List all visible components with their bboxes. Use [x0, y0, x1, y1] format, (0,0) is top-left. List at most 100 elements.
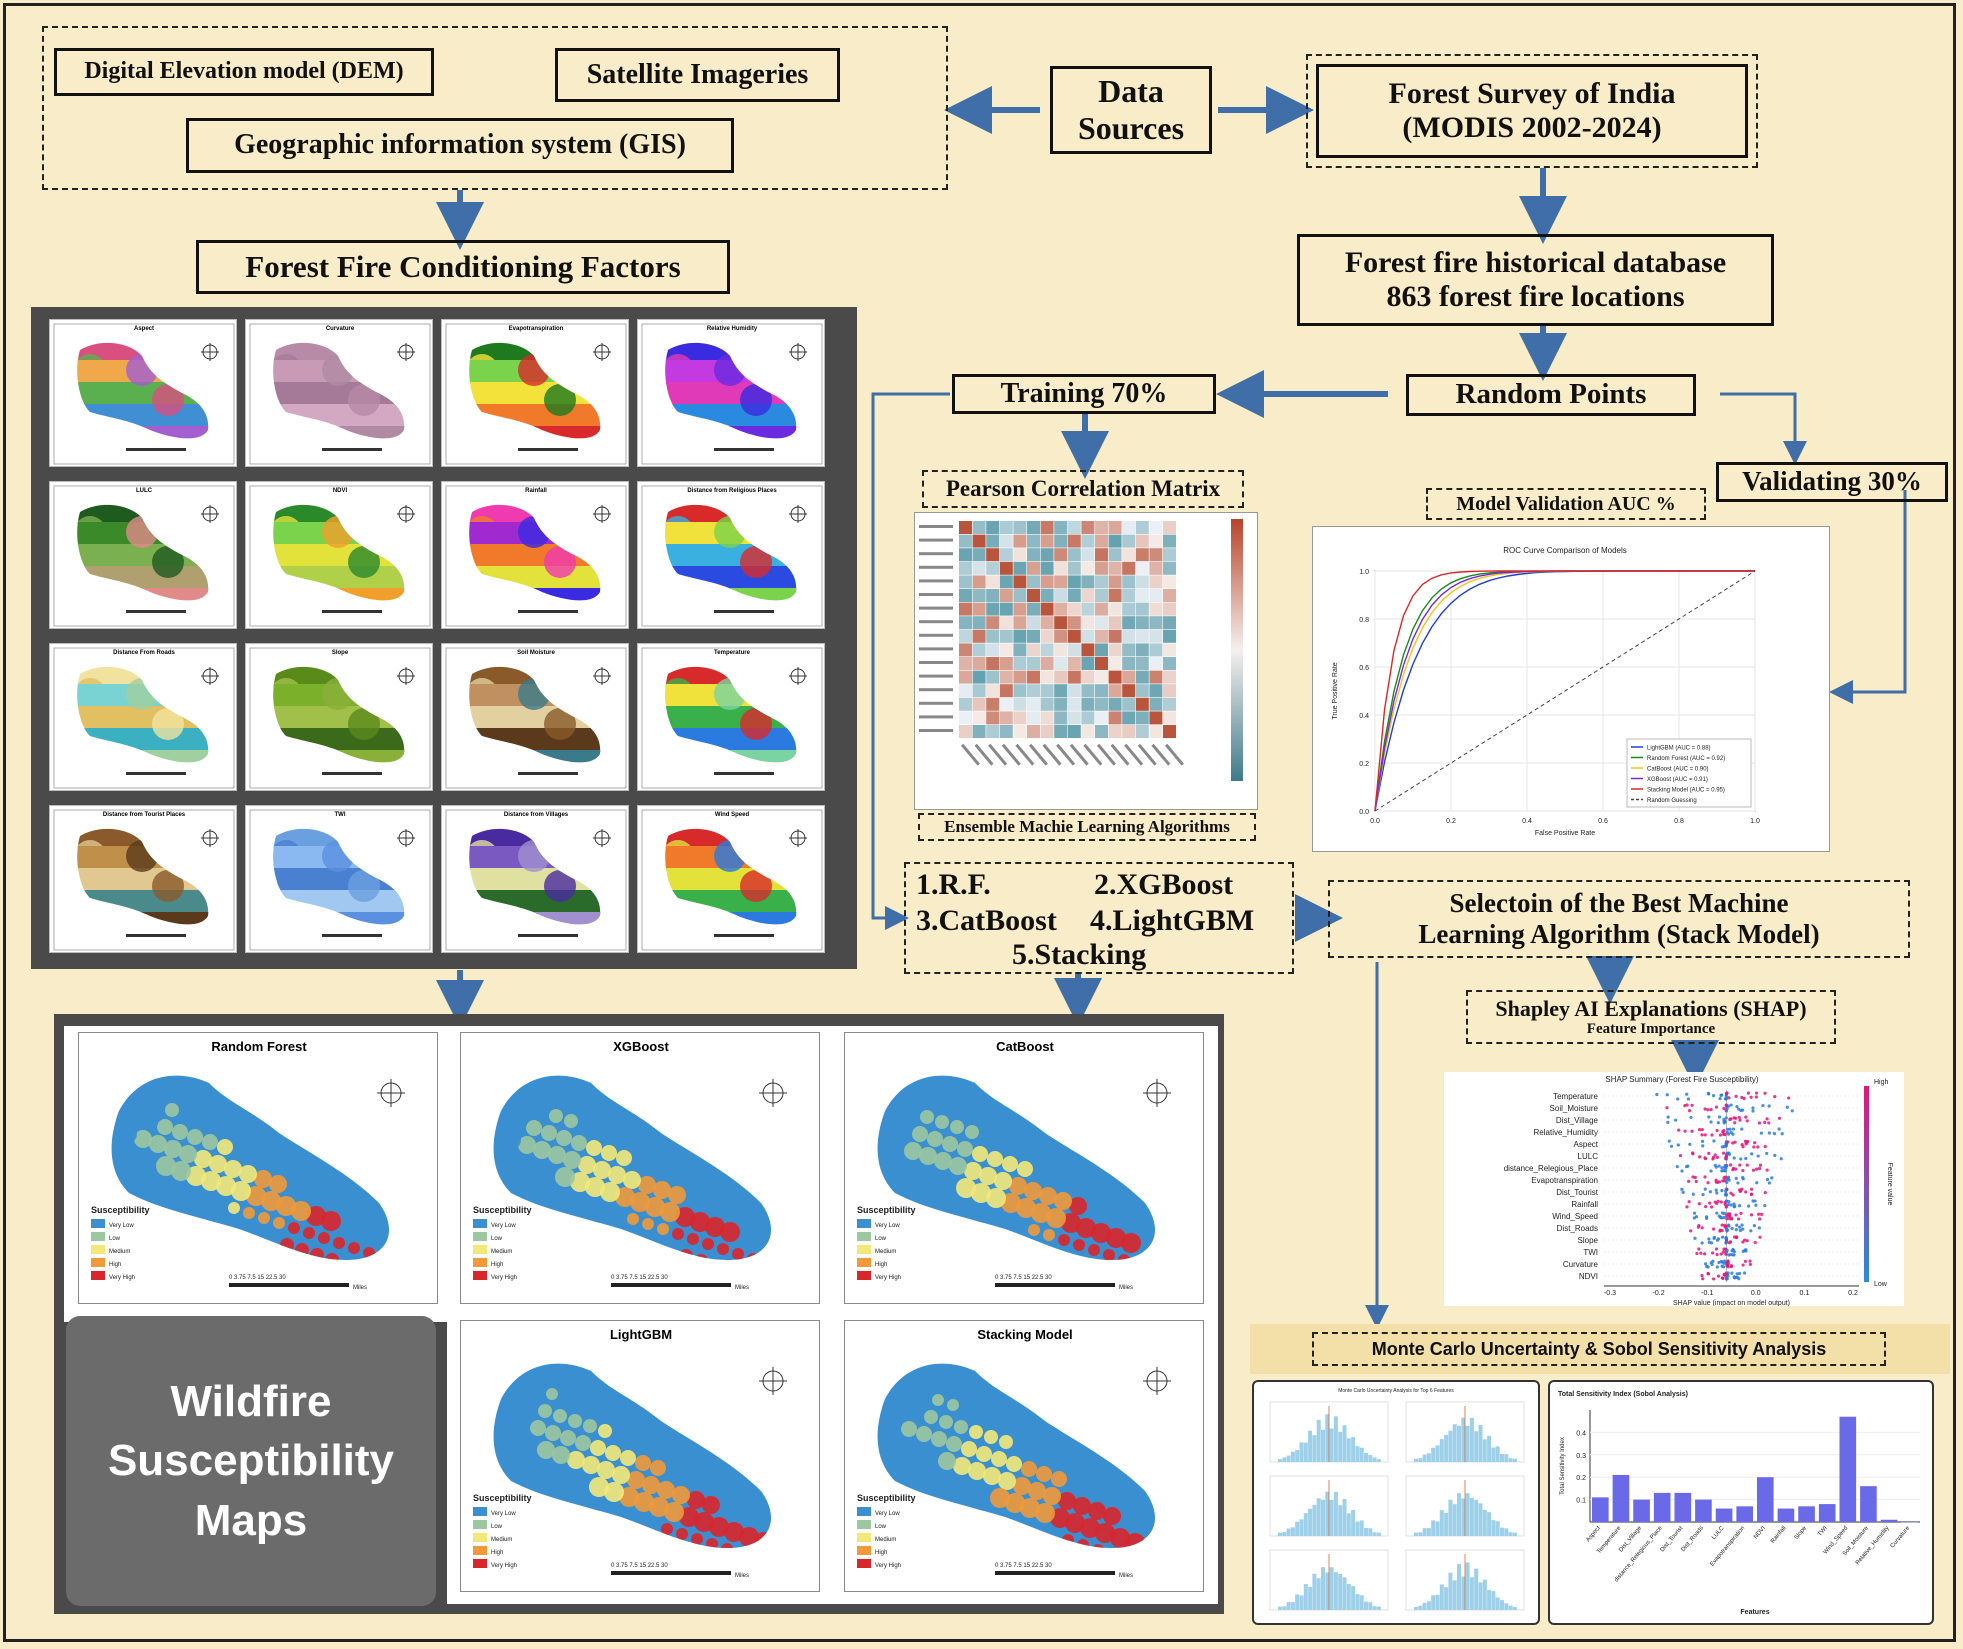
heatmap-cell [1013, 629, 1027, 643]
factor-map-title: Distance from Villages [503, 812, 569, 818]
heatmap-cell [986, 711, 1000, 725]
heatmap-cell [1135, 548, 1149, 562]
wildfire-title-line3: Maps [194, 1495, 308, 1545]
shap-point [1700, 1139, 1705, 1143]
heatmap-cell [1027, 602, 1040, 616]
susc-patch [325, 1253, 339, 1261]
heatmap-cell [972, 548, 986, 562]
sobol-bar [1612, 1474, 1630, 1522]
factor-map-card: Rainfall [441, 481, 629, 629]
heatmap-cell [999, 616, 1013, 630]
heatmap-cell [972, 670, 986, 684]
susc-patch [1133, 1075, 1145, 1081]
shap-low-label: Low [1874, 1281, 1888, 1288]
heatmap-cell [1122, 548, 1136, 562]
susc-patch [179, 1145, 197, 1163]
mc-hist-bar [1376, 1606, 1381, 1610]
shap-point [1720, 1188, 1724, 1193]
scale-bar [322, 772, 382, 775]
susc-patch [194, 1150, 212, 1168]
legend-swatch [473, 1546, 487, 1555]
shap-point [1770, 1176, 1774, 1180]
shap-point [1692, 1216, 1696, 1220]
susc-patch [747, 1253, 759, 1261]
shap-point [1710, 1133, 1714, 1137]
legend-label: Low [875, 1236, 887, 1242]
factor-map-band [665, 912, 797, 925]
mc-hist-bar [1303, 1584, 1308, 1610]
shap-point [1706, 1181, 1710, 1185]
shap-point [1737, 1115, 1741, 1120]
factor-map-title: Soil Moisture [517, 650, 555, 656]
heatmap-colorbar [1231, 519, 1243, 781]
legend-label: High [875, 1550, 887, 1556]
susc-patch [384, 1120, 390, 1138]
mc-hist-bar [1444, 1512, 1449, 1536]
heatmap-cell [1108, 575, 1122, 589]
heatmap-col-label [1028, 743, 1048, 766]
susceptibility-map-title: XGBoost [613, 1039, 669, 1054]
pearson-heatmap [919, 519, 1243, 781]
roc-legend-box [1626, 738, 1752, 808]
shap-point [1709, 1120, 1713, 1124]
shap-point [1751, 1109, 1755, 1113]
shap-point [1757, 1226, 1761, 1230]
heatmap-col-label [1001, 743, 1021, 766]
legend-label: Medium [875, 1249, 896, 1255]
factor-map-graphic [53, 323, 235, 465]
heatmap-cell [1027, 575, 1040, 589]
shap-point [1735, 1272, 1739, 1276]
factor-map-band [665, 890, 797, 914]
heatmap-cell [1040, 725, 1054, 738]
roc-xlabel: False Positive Rate [1535, 830, 1595, 837]
shap-point [1711, 1094, 1716, 1098]
shap-point [1726, 1140, 1730, 1144]
susc-region [493, 1075, 772, 1261]
susc-patch [901, 1421, 917, 1437]
factor-map-graphic [53, 485, 235, 627]
heatmap-cell [1054, 575, 1068, 589]
shap-point [1741, 1263, 1745, 1267]
shap-point [1748, 1259, 1752, 1263]
fsi-line1: Forest Survey of India [1388, 76, 1676, 110]
susc-patch [927, 1131, 943, 1147]
heatmap-cell [972, 521, 986, 534]
mc-hist-bar [1303, 1442, 1308, 1462]
heatmap-cell [1149, 521, 1163, 534]
susc-patch [150, 1098, 164, 1112]
shap-point [1723, 1097, 1727, 1101]
heatmap-cell [972, 697, 986, 711]
shap-feature-label: Dist_Tourist [1556, 1188, 1599, 1197]
shap-point [1705, 1216, 1709, 1221]
factor-map-title: Rainfall [525, 488, 547, 494]
susc-patch [762, 1075, 772, 1080]
susc-patch [605, 1445, 621, 1461]
heatmap-cell [1013, 697, 1027, 711]
susc-patch [295, 1243, 309, 1257]
heatmap-cell [1095, 711, 1108, 725]
shap-point [1700, 1133, 1704, 1137]
factor-map-patch [374, 516, 405, 548]
data-inputs-group [42, 26, 948, 190]
legend-label: Low [491, 1236, 503, 1242]
mc-hist-bar [1457, 1425, 1461, 1462]
heatmap-cell [1163, 657, 1176, 670]
susceptibility-legend-title: Susceptibility [857, 1205, 916, 1215]
susc-patch [1013, 1477, 1031, 1495]
heatmap-cell [1163, 548, 1176, 562]
shap-point [1724, 1189, 1728, 1193]
susc-patch [556, 1130, 572, 1146]
mc-hist-bar [1508, 1458, 1513, 1462]
factor-map-patch [348, 708, 380, 740]
susc-patch [1147, 1111, 1156, 1127]
selection-box: Selectoin of the Best Machine Learning A… [1328, 880, 1910, 958]
factor-map-band [469, 728, 601, 752]
factor-map-title: Temperature [714, 650, 750, 656]
shap-point [1735, 1105, 1739, 1109]
roc-legend-label: Random Guessing [1647, 798, 1697, 804]
shap-point [1690, 1103, 1694, 1107]
factor-map-graphic [641, 647, 823, 789]
shap-high-label: High [1874, 1079, 1889, 1086]
mc-hist-bar [1299, 1519, 1304, 1536]
shap-point [1715, 1155, 1720, 1159]
